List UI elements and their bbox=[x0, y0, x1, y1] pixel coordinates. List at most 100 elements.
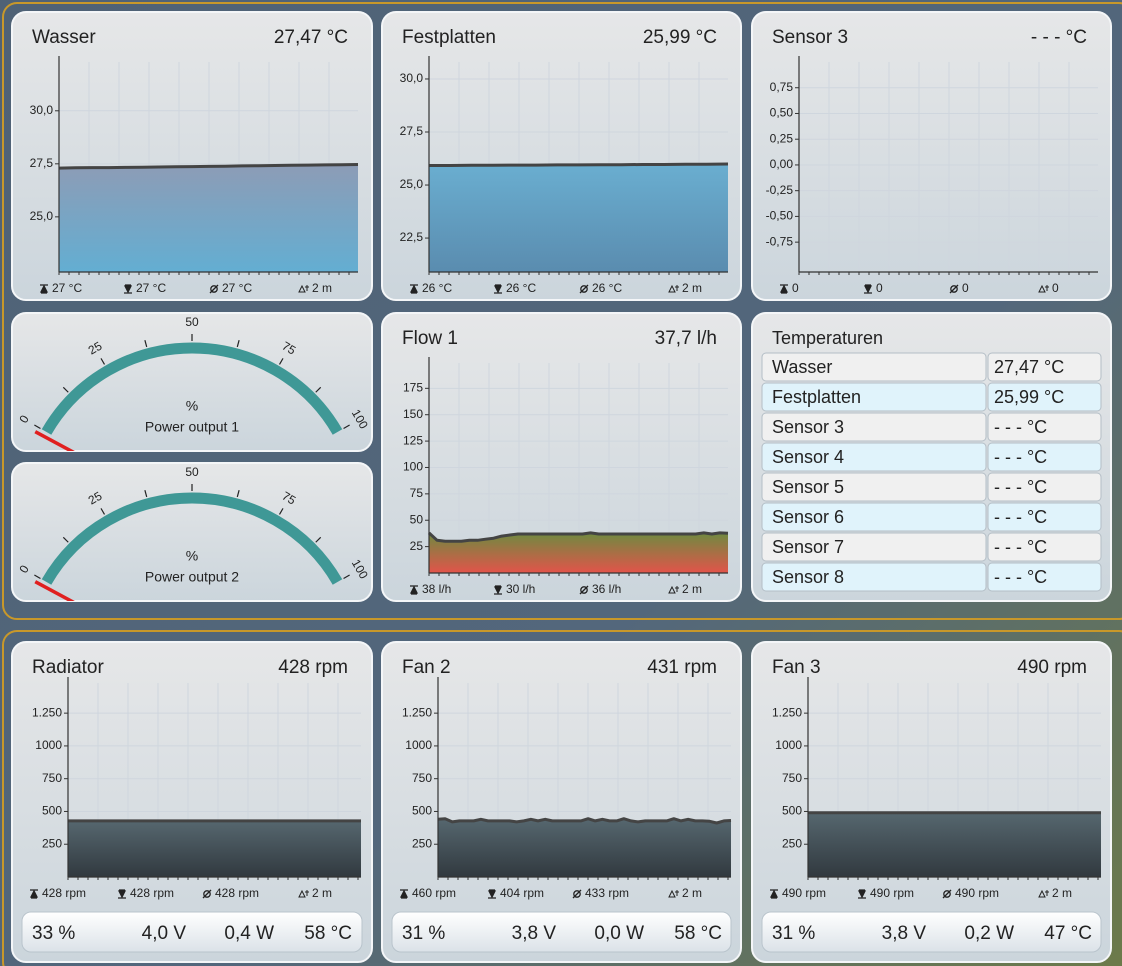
max-icon bbox=[769, 889, 779, 899]
row-label: Sensor 4 bbox=[772, 447, 844, 467]
y-tick-label: -0,50 bbox=[766, 209, 794, 223]
y-tick-label: 27,5 bbox=[400, 124, 424, 138]
y-tick-label: 0,00 bbox=[770, 157, 794, 171]
gauge-tick bbox=[343, 424, 350, 430]
y-tick-label: 1.250 bbox=[772, 705, 802, 719]
stat: 428 rpm bbox=[42, 886, 86, 900]
table-cell bbox=[761, 382, 987, 412]
gauge-minor-tick bbox=[236, 340, 240, 348]
gauge-tick bbox=[343, 574, 350, 580]
gauge-minor-tick bbox=[315, 536, 322, 543]
max-icon bbox=[29, 889, 39, 899]
gauge-tick bbox=[34, 574, 41, 580]
stat: 26 °C bbox=[506, 281, 536, 295]
row-value: - - - °C bbox=[994, 507, 1047, 527]
table-cell bbox=[987, 382, 1102, 412]
group-frame bbox=[2, 630, 1122, 966]
stat: 0 bbox=[876, 281, 883, 295]
footer-value: 58 °C bbox=[304, 923, 352, 944]
y-tick-label: 500 bbox=[412, 804, 432, 818]
table-cell bbox=[987, 352, 1102, 382]
table-cell bbox=[761, 502, 987, 532]
avg-icon bbox=[580, 586, 588, 594]
gauge-minor-tick bbox=[62, 536, 69, 543]
min-icon bbox=[117, 889, 127, 899]
y-tick-label: 250 bbox=[42, 836, 62, 850]
stat: 30 l/h bbox=[506, 582, 535, 596]
y-tick-label: 27,5 bbox=[30, 156, 54, 170]
y-tick-label: 150 bbox=[403, 407, 423, 421]
min-icon bbox=[487, 889, 497, 899]
y-tick-label: -0,75 bbox=[766, 234, 794, 248]
gauge-tick-label: 25 bbox=[86, 339, 105, 358]
area bbox=[429, 532, 728, 573]
line bbox=[437, 817, 732, 825]
y-tick-label: 250 bbox=[412, 836, 432, 850]
table-cell bbox=[761, 412, 987, 442]
span-icon bbox=[668, 585, 679, 594]
gauge-label: Power output 2 bbox=[145, 569, 239, 585]
footer-value: 31 % bbox=[402, 923, 445, 944]
min-icon bbox=[863, 284, 873, 294]
span-icon bbox=[668, 284, 679, 293]
avg-icon bbox=[579, 284, 589, 294]
table-cell bbox=[761, 442, 987, 472]
panel bbox=[381, 641, 742, 963]
span-icon bbox=[668, 889, 679, 898]
stat: 433 rpm bbox=[585, 886, 629, 900]
avg-icon bbox=[210, 285, 218, 293]
y-tick-label: 75 bbox=[410, 486, 424, 500]
span-icon bbox=[1038, 284, 1049, 293]
y-tick-label: 750 bbox=[782, 771, 802, 785]
row-label: Wasser bbox=[772, 357, 832, 377]
gauge-tick-label: 25 bbox=[86, 489, 105, 508]
y-tick-label: 1000 bbox=[35, 738, 62, 752]
footer-value: 31 % bbox=[772, 923, 815, 944]
gauge-minor-tick bbox=[62, 386, 69, 393]
stat: 490 rpm bbox=[955, 886, 999, 900]
chart-title: Fan 3 bbox=[772, 657, 821, 678]
footer-value: 33 % bbox=[32, 923, 75, 944]
y-tick-label: 22,5 bbox=[400, 230, 424, 244]
gauge-minor-tick bbox=[144, 340, 148, 348]
y-tick-label: 750 bbox=[42, 771, 62, 785]
panel bbox=[381, 312, 742, 602]
row-value: - - - °C bbox=[994, 537, 1047, 557]
row-label: Sensor 3 bbox=[772, 417, 844, 437]
row-label: Sensor 6 bbox=[772, 507, 844, 527]
footer-box bbox=[391, 911, 732, 953]
current-reading: 37,7 l/h bbox=[655, 328, 717, 349]
stat: 36 l/h bbox=[592, 582, 621, 596]
avg-icon bbox=[572, 889, 582, 899]
row-label: Sensor 7 bbox=[772, 537, 844, 557]
y-tick-label: 25,0 bbox=[30, 209, 54, 223]
gauge-tick bbox=[100, 358, 106, 365]
stat: 38 l/h bbox=[422, 582, 451, 596]
avg-icon bbox=[203, 890, 211, 898]
row-value: 25,99 °C bbox=[994, 387, 1064, 407]
stat: 404 rpm bbox=[500, 886, 544, 900]
table-cell bbox=[761, 562, 987, 592]
stat: 2 m bbox=[1052, 886, 1072, 900]
avg-icon bbox=[209, 284, 219, 294]
stat: 2 m bbox=[682, 281, 702, 295]
gauge-tick bbox=[278, 358, 284, 365]
stat: 27 °C bbox=[222, 281, 252, 295]
needle bbox=[34, 580, 77, 601]
gauge-unit: % bbox=[186, 548, 198, 564]
avg-icon bbox=[202, 889, 212, 899]
gauge-tick-label: 75 bbox=[280, 489, 299, 508]
chart-title: Sensor 3 bbox=[772, 27, 848, 48]
y-tick-label: 100 bbox=[403, 460, 423, 474]
y-tick-label: 25,0 bbox=[400, 177, 424, 191]
max-icon bbox=[409, 585, 419, 595]
stat: 460 rpm bbox=[412, 886, 456, 900]
table-cell bbox=[987, 472, 1102, 502]
gauge-tick bbox=[34, 424, 41, 430]
avg-icon bbox=[573, 890, 581, 898]
gauge-tick-label: 50 bbox=[185, 315, 199, 329]
y-tick-label: 125 bbox=[403, 433, 423, 447]
table-cell bbox=[761, 352, 987, 382]
y-tick-label: 750 bbox=[412, 771, 432, 785]
